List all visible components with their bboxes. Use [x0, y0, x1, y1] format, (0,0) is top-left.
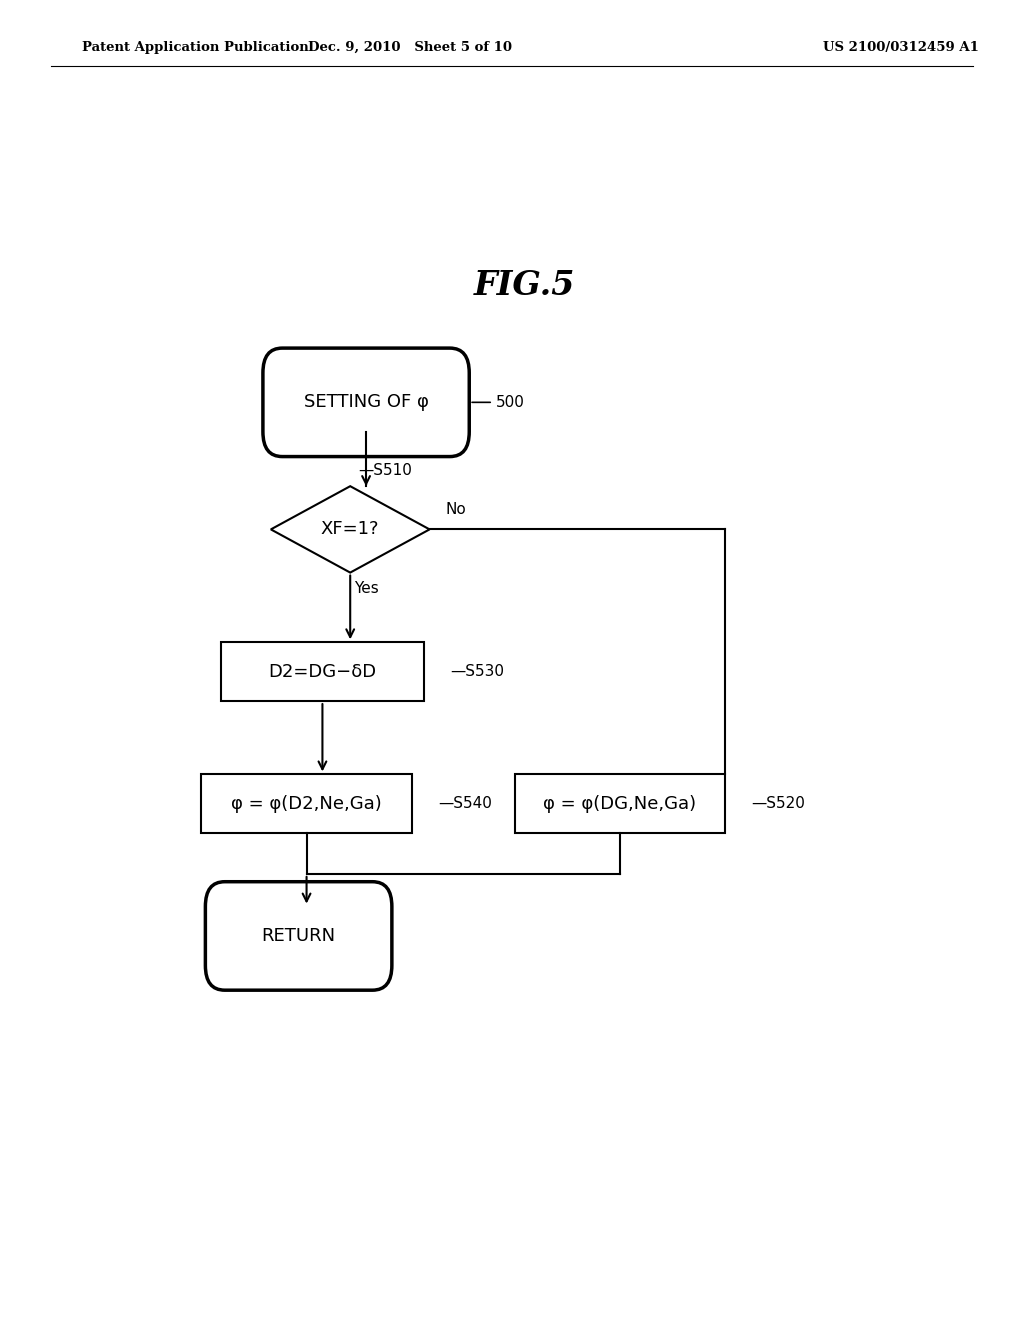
- Text: —S520: —S520: [752, 796, 805, 812]
- Text: φ = φ(D2,Ne,Ga): φ = φ(D2,Ne,Ga): [231, 795, 382, 813]
- Text: Dec. 9, 2010   Sheet 5 of 10: Dec. 9, 2010 Sheet 5 of 10: [307, 41, 512, 54]
- Bar: [221, 643, 424, 701]
- Text: D2=DG−δD: D2=DG−δD: [268, 663, 377, 681]
- Text: XF=1?: XF=1?: [321, 520, 380, 539]
- Text: Yes: Yes: [354, 581, 379, 595]
- Text: φ = φ(DG,Ne,Ga): φ = φ(DG,Ne,Ga): [544, 795, 696, 813]
- Text: —S530: —S530: [450, 664, 504, 680]
- Text: Patent Application Publication: Patent Application Publication: [82, 41, 308, 54]
- Text: —S510: —S510: [358, 463, 412, 478]
- Text: US 2100/0312459 A1: US 2100/0312459 A1: [823, 41, 979, 54]
- Bar: [202, 775, 412, 833]
- Text: SETTING OF φ: SETTING OF φ: [304, 393, 428, 412]
- Bar: [515, 775, 725, 833]
- FancyBboxPatch shape: [263, 348, 469, 457]
- FancyBboxPatch shape: [206, 882, 392, 990]
- Text: —S540: —S540: [438, 796, 492, 812]
- Text: No: No: [445, 502, 466, 517]
- Text: FIG.5: FIG.5: [474, 269, 575, 302]
- Text: 500: 500: [496, 395, 524, 409]
- Polygon shape: [270, 486, 430, 573]
- Text: RETURN: RETURN: [261, 927, 336, 945]
